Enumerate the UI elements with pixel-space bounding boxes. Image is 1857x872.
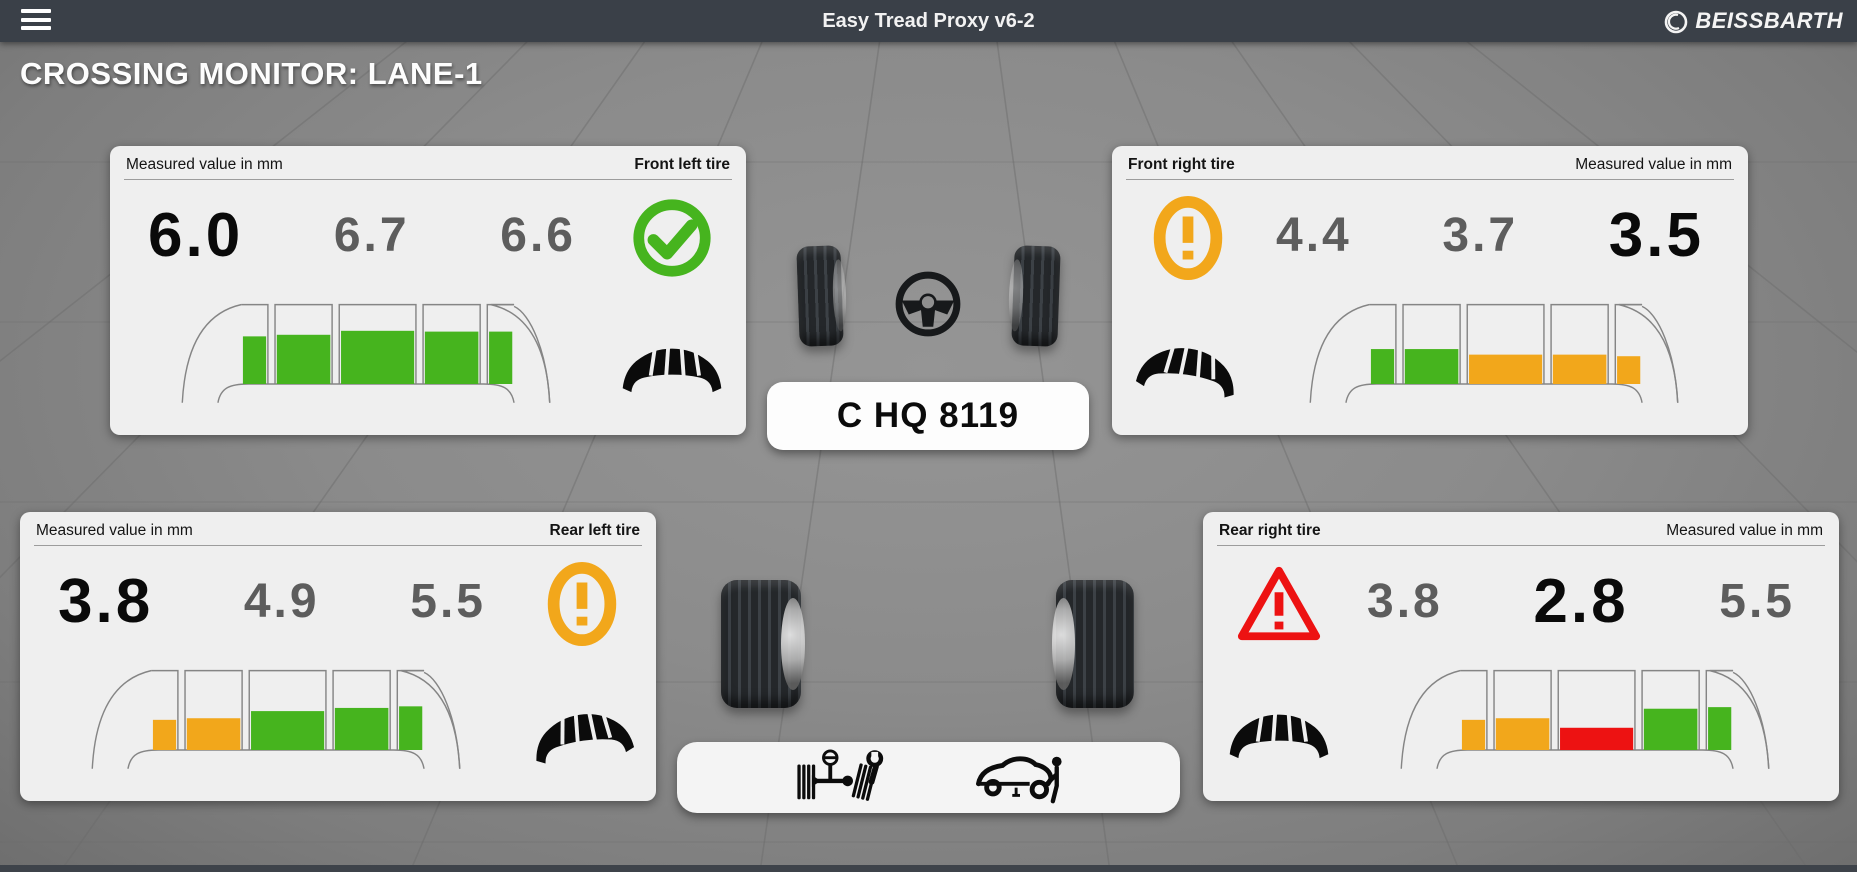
tire-tread-cross-section-icon [1135,346,1234,398]
measured-value-label: Measured value in mm [1575,156,1732,173]
tread-depth-value-middle: 4.9 [243,575,320,629]
panel-front-left-tire: Measured value in mm Front left tire 6.0… [110,146,746,435]
tread-depth-chart [1400,670,1770,769]
app-title: Easy Tread Proxy v6-2 [822,10,1035,32]
tire-position-label: Rear right tire [1219,522,1321,539]
tire-tread-cross-section-icon [536,711,635,764]
tread-depth-chart [181,304,551,403]
brand-name: BEISSBARTH [1695,8,1843,33]
license-plate-number: C HQ 8119 [836,396,1020,435]
green-check-circle-icon [633,199,711,277]
brand-logo: BEISSBARTH [1661,0,1843,42]
tread-depth-chart [91,670,461,769]
tread-depth-value-middle: 3.7 [1442,209,1519,263]
vehicle-rear-right-tire [1052,580,1134,708]
orange-exclamation-circle-icon [1153,195,1223,281]
tire-position-label: Front right tire [1128,156,1235,173]
tire-position-label: Front left tire [634,156,730,173]
car-service-icon[interactable] [972,749,1068,807]
tread-depth-value-inner: 4.4 [1276,209,1352,263]
vehicle-rear-left-tire [721,580,805,708]
tread-depth-value-middle: 6.7 [333,209,410,263]
status-icon-slot [538,560,626,648]
tread-depth-value-outer: 5.5 [1719,575,1795,629]
measured-value-label: Measured value in mm [126,156,283,173]
panel-rear-left-tire: Measured value in mm Rear left tire 3.8 … [20,512,656,801]
tread-depth-value-inner: 5.5 [410,575,486,629]
status-icon-slot [628,194,716,282]
status-icon-slot [1235,560,1323,648]
tread-depth-value-inner: 6.6 [500,209,576,263]
vehicle-front-left-tire [796,245,848,347]
page-title: CROSSING MONITOR: LANE-1 [20,56,483,91]
license-plate: C HQ 8119 [767,382,1089,450]
tread-depth-value-outer: 3.8 [58,567,154,637]
tread-depth-value-outer: 6.0 [148,201,244,271]
bottom-strip [0,865,1857,872]
wheel-alignment-icon[interactable] [790,748,886,807]
panel-rear-right-tire: Rear right tire Measured value in mm 3.8… [1203,512,1839,801]
red-warning-triangle-icon [1237,566,1321,641]
tire-tread-cross-section-icon [622,347,722,393]
tire-position-label: Rear left tire [549,522,640,539]
orange-exclamation-circle-icon [547,561,617,647]
measured-value-label: Measured value in mm [36,522,193,539]
top-bar: Easy Tread Proxy v6-2 BEISSBARTH [0,0,1857,42]
steering-wheel-icon [895,271,961,337]
measured-value-label: Measured value in mm [1666,522,1823,539]
hamburger-icon[interactable] [21,9,51,33]
tread-depth-value-inner: 3.8 [1367,575,1443,629]
beissbarth-emblem-icon [1665,10,1688,34]
panel-front-right-tire: Front right tire Measured value in mm 4.… [1112,146,1748,435]
status-icon-slot [1144,194,1232,282]
tread-depth-chart [1309,304,1679,403]
tire-tread-cross-section-icon [1229,713,1329,759]
vehicle-front-right-tire [1007,245,1061,347]
tread-depth-value-outer: 3.5 [1608,201,1704,271]
tread-depth-value-middle: 2.8 [1533,567,1629,637]
service-actions-panel [677,742,1180,813]
